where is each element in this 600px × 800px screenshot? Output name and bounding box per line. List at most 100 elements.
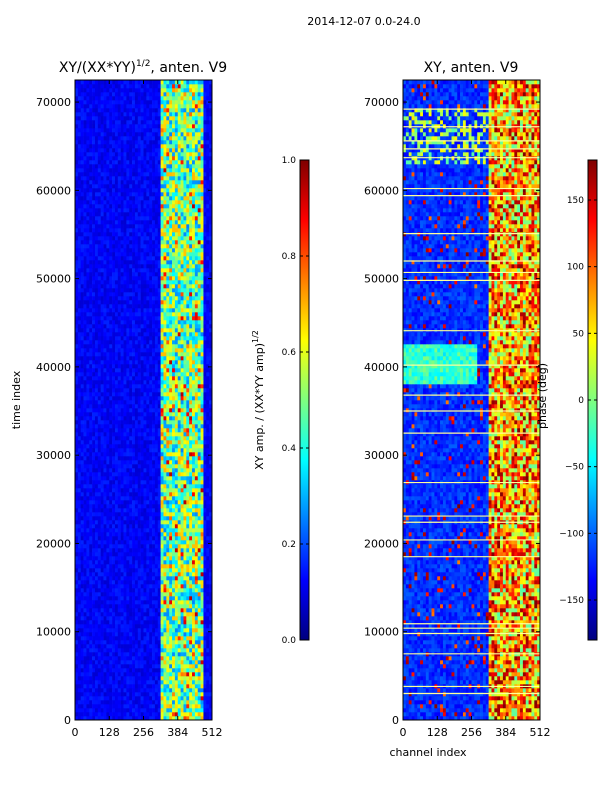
- amplitude-heatmap-cell: [209, 420, 213, 425]
- amplitude-heatmap-cell: [97, 352, 101, 357]
- amplitude-heatmap-cell: [77, 424, 81, 429]
- amplitude-heatmap-cell: [186, 396, 190, 401]
- amplitude-heatmap-cell: [180, 704, 184, 709]
- amplitude-heatmap-cell: [117, 316, 121, 321]
- amplitude-heatmap-cell: [177, 524, 181, 529]
- amplitude-heatmap-cell: [100, 468, 104, 473]
- amplitude-heatmap-cell: [97, 404, 101, 409]
- amplitude-heatmap-cell: [206, 312, 210, 317]
- amplitude-heatmap-cell: [112, 704, 116, 709]
- amplitude-heatmap-cell: [140, 664, 144, 669]
- amplitude-heatmap-cell: [180, 444, 184, 449]
- amplitude-heatmap-cell: [206, 456, 210, 461]
- amplitude-heatmap-cell: [112, 644, 116, 649]
- amplitude-heatmap-cell: [206, 380, 210, 385]
- amplitude-heatmap-cell: [117, 632, 121, 637]
- amplitude-heatmap-cell: [157, 616, 161, 621]
- amplitude-heatmap-cell: [169, 440, 173, 445]
- amplitude-heatmap-cell: [112, 384, 116, 389]
- amplitude-heatmap-cell: [94, 428, 99, 433]
- amplitude-heatmap-cell: [200, 360, 204, 365]
- amplitude-heatmap-cell: [126, 544, 130, 549]
- amplitude-heatmap-cell: [194, 688, 199, 693]
- amplitude-heatmap-cell: [143, 544, 147, 549]
- amplitude-heatmap-cell: [149, 340, 153, 345]
- amplitude-heatmap-cell: [206, 416, 210, 421]
- amplitude-heatmap-cell: [129, 404, 133, 409]
- amplitude-heatmap-cell: [160, 576, 164, 581]
- amplitude-heatmap-cell: [197, 472, 201, 477]
- amplitude-heatmap-cell: [132, 512, 136, 517]
- amplitude-heatmap-cell: [183, 600, 187, 605]
- amplitude-heatmap-cell: [106, 668, 110, 673]
- amplitude-heatmap-cell: [94, 604, 99, 609]
- amplitude-heatmap-cell: [120, 552, 124, 557]
- amplitude-heatmap-cell: [112, 640, 116, 645]
- amplitude-heatmap-cell: [146, 388, 150, 393]
- amplitude-heatmap-cell: [180, 692, 184, 697]
- amplitude-heatmap-cell: [77, 416, 81, 421]
- amplitude-heatmap-cell: [174, 528, 179, 533]
- amplitude-heatmap-cell: [183, 672, 187, 677]
- amplitude-heatmap-cell: [169, 648, 173, 653]
- amplitude-heatmap-cell: [132, 328, 136, 333]
- amplitude-heatmap-cell: [92, 592, 96, 597]
- amplitude-heatmap-cell: [134, 696, 139, 701]
- amplitude-heatmap-cell: [149, 384, 153, 389]
- amplitude-heatmap-cell: [146, 340, 150, 345]
- amplitude-heatmap-cell: [129, 644, 133, 649]
- amplitude-heatmap-cell: [143, 524, 147, 529]
- amplitude-heatmap-cell: [174, 532, 179, 537]
- amplitude-heatmap-cell: [172, 368, 176, 373]
- amplitude-heatmap-cell: [163, 588, 167, 593]
- amplitude-heatmap-cell: [100, 504, 104, 509]
- amplitude-heatmap-cell: [166, 320, 170, 325]
- amplitude-heatmap-cell: [132, 572, 136, 577]
- amplitude-heatmap-cell: [92, 684, 96, 689]
- amplitude-heatmap-cell: [203, 576, 207, 581]
- amplitude-heatmap-cell: [123, 308, 127, 313]
- amplitude-heatmap-cell: [183, 472, 187, 477]
- amplitude-heatmap-cell: [117, 680, 121, 685]
- amplitude-heatmap-cell: [123, 600, 127, 605]
- amplitude-heatmap-cell: [197, 380, 201, 385]
- amplitude-heatmap-cell: [109, 576, 113, 581]
- amplitude-heatmap-cell: [123, 428, 127, 433]
- amplitude-heatmap-cell: [132, 696, 136, 701]
- amplitude-heatmap-cell: [75, 624, 79, 629]
- amplitude-heatmap-cell: [192, 420, 196, 425]
- amplitude-heatmap-cell: [126, 404, 130, 409]
- amplitude-heatmap-cell: [157, 436, 161, 441]
- amplitude-heatmap-cell: [103, 528, 107, 533]
- amplitude-heatmap-cell: [109, 580, 113, 585]
- amplitude-heatmap-cell: [174, 628, 179, 633]
- amplitude-heatmap-cell: [132, 432, 136, 437]
- amplitude-heatmap-cell: [189, 368, 193, 373]
- amplitude-heatmap-cell: [192, 324, 196, 329]
- amplitude-heatmap-cell: [203, 704, 207, 709]
- amplitude-heatmap-cell: [174, 632, 179, 637]
- amplitude-heatmap-cell: [89, 540, 93, 545]
- amplitude-heatmap-cell: [134, 548, 139, 553]
- amplitude-heatmap-cell: [80, 588, 84, 593]
- amplitude-heatmap-cell: [189, 676, 193, 681]
- amplitude-heatmap-cell: [75, 324, 79, 329]
- amplitude-heatmap-cell: [180, 544, 184, 549]
- amplitude-heatmap-cell: [146, 676, 150, 681]
- amplitude-heatmap-cell: [143, 680, 147, 685]
- amplitude-heatmap-cell: [75, 468, 79, 473]
- amplitude-heatmap-cell: [117, 612, 121, 617]
- amplitude-heatmap-cell: [206, 552, 210, 557]
- amplitude-heatmap-cell: [157, 624, 161, 629]
- amplitude-heatmap-cell: [129, 496, 133, 501]
- amplitude-heatmap-cell: [149, 444, 153, 449]
- amplitude-heatmap-cell: [183, 552, 187, 557]
- amplitude-heatmap-cell: [209, 604, 213, 609]
- amplitude-heatmap-cell: [192, 360, 196, 365]
- amplitude-heatmap-cell: [129, 364, 133, 369]
- amplitude-heatmap-cell: [106, 576, 110, 581]
- amplitude-heatmap-cell: [177, 636, 181, 641]
- amplitude-heatmap-cell: [146, 396, 150, 401]
- amplitude-heatmap-cell: [160, 456, 164, 461]
- amplitude-heatmap-cell: [163, 320, 167, 325]
